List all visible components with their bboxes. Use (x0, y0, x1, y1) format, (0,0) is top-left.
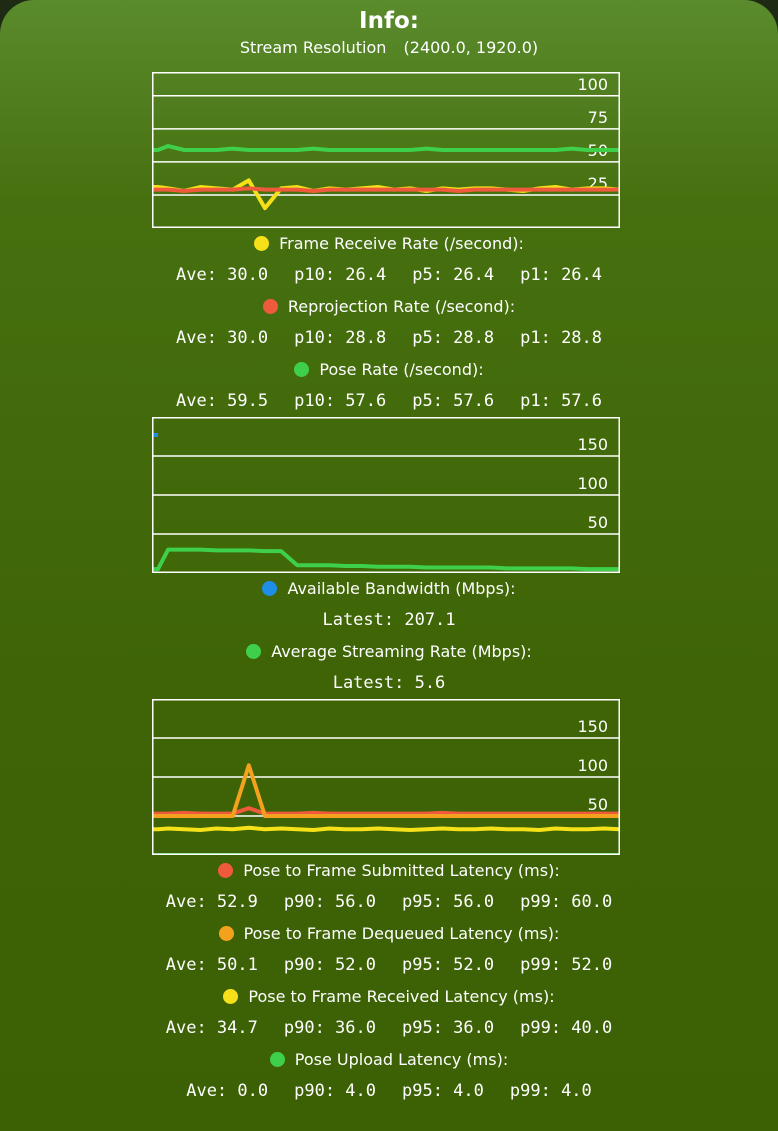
legend-label: Pose to Frame Dequeued Latency (ms): (243, 924, 560, 943)
stat: Latest: 5.6 (332, 672, 446, 693)
stat: Ave: 52.9 (165, 891, 258, 912)
series-line (152, 547, 620, 572)
legend-label: Frame Receive Rate (/second): (279, 234, 524, 253)
legend-label: Reprojection Rate (/second): (287, 297, 516, 316)
series-line (152, 186, 620, 193)
series-line (152, 144, 620, 152)
stat: p95: 4.0 (402, 1080, 484, 1101)
stat: p99: 52.0 (520, 954, 613, 975)
legend-item: Pose to Frame Submitted Latency (ms): (0, 855, 778, 887)
legend-dot (269, 1052, 285, 1067)
stat: p10: 26.4 (294, 264, 387, 285)
stat: p90: 52.0 (283, 954, 376, 975)
y-tick-label: 150 (577, 435, 608, 454)
legend-item: Pose to Frame Dequeued Latency (ms): (0, 918, 778, 950)
stat: Ave: 30.0 (175, 264, 269, 285)
y-tick-label: 50 (588, 795, 608, 814)
legend-dot (254, 236, 270, 251)
stat: Ave: 34.7 (165, 1017, 258, 1038)
stat: Ave: 59.5 (175, 390, 269, 411)
stat: p5: 57.6 (412, 390, 495, 411)
y-tick-label: 100 (577, 474, 608, 493)
legend-item: Pose Rate (/second): (0, 354, 778, 386)
stats-row: Ave: 30.0 p10: 28.8 p5: 28.8 p1: 28.8 (0, 323, 778, 355)
legend-label: Pose to Frame Submitted Latency (ms): (243, 861, 560, 880)
legend-label: Average Streaming Rate (Mbps): (271, 642, 532, 661)
stat: p99: 4.0 (509, 1080, 592, 1101)
stat: p95: 52.0 (402, 954, 495, 975)
legend-label: Pose Upload Latency (ms): (294, 1050, 509, 1069)
stats-row: Ave: 52.9 p90: 56.0 p95: 56.0 p99: 60.0 (0, 887, 778, 919)
y-tick-label: 75 (588, 108, 608, 127)
stat: p90: 56.0 (283, 891, 376, 912)
stat: Ave: 50.1 (165, 954, 258, 975)
stats-row: Latest: 5.6 (0, 668, 778, 700)
stat: p99: 60.0 (520, 891, 613, 912)
legend-dot (246, 644, 262, 659)
legend-dot (218, 863, 234, 878)
stat: p1: 26.4 (520, 264, 603, 285)
chart: 50 100 150 (152, 417, 620, 573)
stat: Ave: 30.0 (175, 327, 269, 348)
stat: p95: 56.0 (402, 891, 495, 912)
stats-row: Ave: 34.7 p90: 36.0 p95: 36.0 p99: 40.0 (0, 1013, 778, 1045)
legend-dot (262, 581, 278, 596)
legend-item: Pose to Frame Received Latency (ms): (0, 981, 778, 1013)
y-tick-label: 150 (577, 717, 608, 736)
chart: 50 100 150 (152, 699, 620, 855)
y-tick-label: 100 (577, 756, 608, 775)
title: Info: (359, 8, 419, 34)
stats-row: Ave: 50.1 p90: 52.0 p95: 52.0 p99: 52.0 (0, 950, 778, 982)
stats-row: Ave: 30.0 p10: 26.4 p5: 26.4 p1: 26.4 (0, 260, 778, 292)
resolution-value: (2400.0, 1920.0) (403, 38, 539, 57)
legend-item: Pose Upload Latency (ms): (0, 1044, 778, 1076)
legend-dot (262, 299, 278, 314)
legend-label: Pose to Frame Received Latency (ms): (248, 987, 555, 1006)
y-tick-label: 100 (577, 75, 608, 94)
stats-row: Latest: 207.1 (0, 605, 778, 637)
stat: Latest: 207.1 (322, 609, 456, 630)
legend-item: Frame Receive Rate (/second): (0, 228, 778, 260)
legend-label: Available Bandwidth (Mbps): (287, 579, 516, 598)
legend-item: Available Bandwidth (Mbps): (0, 573, 778, 605)
stat: p5: 28.8 (412, 327, 495, 348)
stat: p10: 57.6 (294, 390, 387, 411)
series-line (152, 825, 620, 833)
stream-resolution: Stream Resolution (2400.0, 1920.0) (0, 38, 778, 57)
legend-item: Reprojection Rate (/second): (0, 291, 778, 323)
stat: p1: 57.6 (520, 390, 603, 411)
stat: p99: 40.0 (520, 1017, 613, 1038)
stat: p1: 28.8 (520, 327, 603, 348)
stat: p5: 26.4 (412, 264, 495, 285)
stat: p90: 4.0 (294, 1080, 376, 1101)
chart-border (152, 417, 620, 573)
legend: Pose to Frame Submitted Latency (ms): Ave… (0, 855, 778, 1107)
stat: p10: 28.8 (294, 327, 387, 348)
stat: p90: 36.0 (283, 1017, 376, 1038)
stat: Ave: 0.0 (186, 1080, 269, 1101)
legend-dot (218, 926, 234, 941)
legend-label: Pose Rate (/second): (319, 360, 484, 379)
legend-dot (223, 989, 239, 1004)
legend: Frame Receive Rate (/second): Ave: 30.0 p1… (0, 228, 778, 417)
stats-row: Ave: 0.0 p90: 4.0 p95: 4.0 p99: 4.0 (0, 1076, 778, 1108)
y-tick-label: 50 (588, 513, 608, 532)
chart-border (152, 72, 620, 228)
stat: p95: 36.0 (402, 1017, 495, 1038)
series-line (152, 763, 620, 818)
legend-dot (294, 362, 310, 377)
resolution-label: Stream Resolution (239, 38, 387, 57)
legend-item: Average Streaming Rate (Mbps): (0, 636, 778, 668)
chart-border (152, 699, 620, 855)
legend: Available Bandwidth (Mbps): Latest: 207.1… (0, 573, 778, 699)
series-line (152, 806, 620, 816)
stats-row: Ave: 59.5 p10: 57.6 p5: 57.6 p1: 57.6 (0, 386, 778, 418)
